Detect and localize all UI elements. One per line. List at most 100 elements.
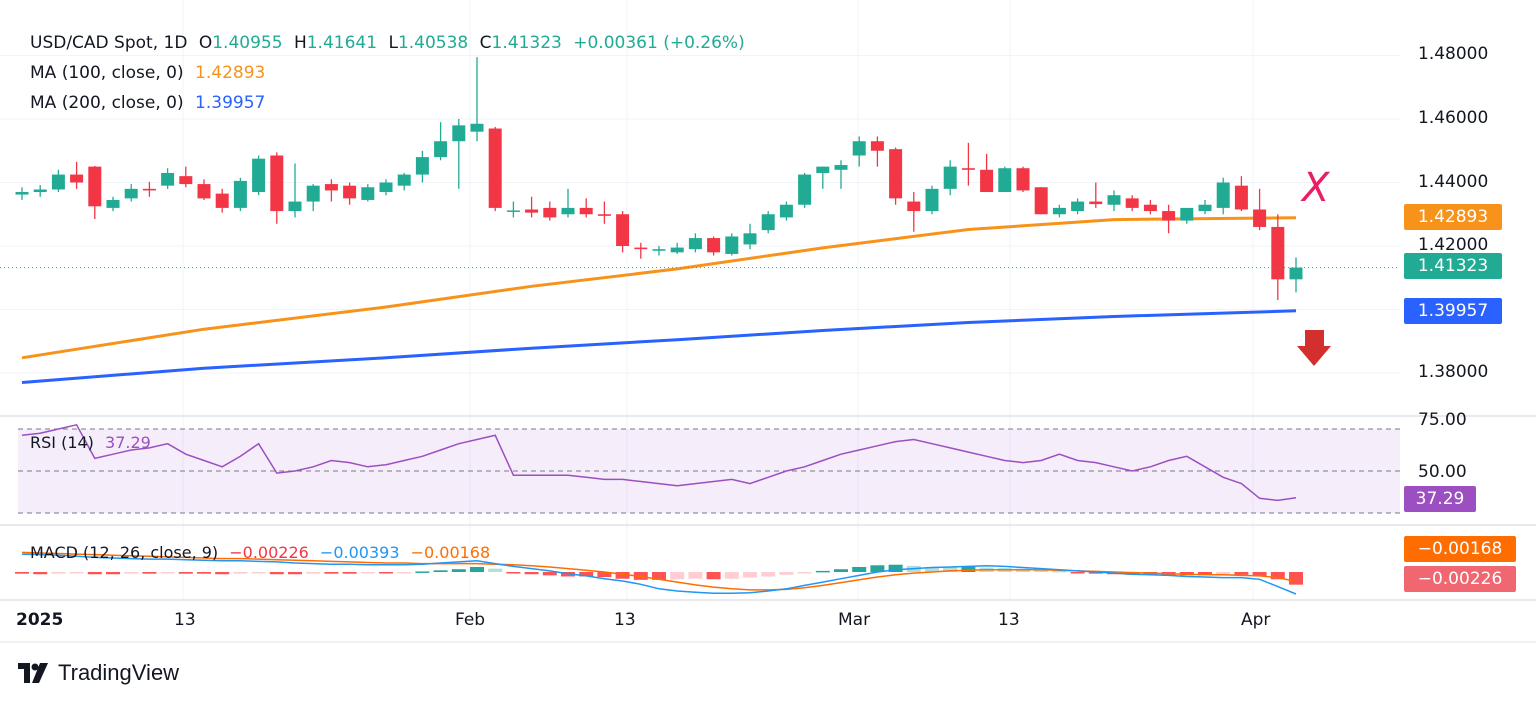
candle-body (543, 207, 557, 218)
candle-body (816, 166, 830, 173)
ma100-price-tag: 1.42893 (1404, 204, 1502, 230)
rsi-band (18, 428, 1400, 514)
candle-body (452, 125, 466, 142)
candle-body (1107, 195, 1121, 205)
macd-histogram-bar (1216, 572, 1231, 575)
macd-legend[interactable]: MACD (12, 26, close, 9) −0.00226 −0.0039… (30, 543, 496, 562)
candle-body (834, 165, 848, 170)
candle-body (707, 238, 721, 253)
macd-histogram-bar (397, 572, 412, 574)
macd-histogram-bar (870, 565, 885, 572)
macd-histogram-bar (451, 569, 466, 572)
date-tick: Feb (455, 610, 486, 630)
low-label: L (388, 33, 398, 53)
candle-body (1234, 185, 1248, 210)
candle-body (1198, 204, 1212, 212)
tradingview-brand[interactable]: TradingView (18, 660, 179, 686)
candle-body (1071, 201, 1085, 212)
candle-body (907, 201, 921, 212)
candle-body (616, 214, 630, 246)
candle-body (470, 123, 484, 132)
macd-histogram-bar (724, 572, 739, 579)
macd-histogram-bar (433, 570, 448, 572)
date-tick: 13 (998, 610, 1020, 630)
candle-body (124, 188, 138, 199)
macd-histogram-bar (706, 572, 721, 580)
candle-body (1089, 201, 1103, 205)
rsi-tick: 50.00 (1418, 462, 1467, 482)
rsi-tag: 37.29 (1404, 486, 1476, 512)
macd-histogram-bar (233, 572, 248, 574)
macd-histogram-bar (288, 572, 302, 575)
candle-body (506, 210, 520, 212)
candle-body (1052, 207, 1066, 215)
candle-body (288, 201, 302, 212)
annotations (1297, 330, 1331, 366)
candle-body (761, 214, 775, 231)
macd-histogram-bar (1052, 570, 1067, 573)
candle-body (142, 188, 156, 191)
candle-body (33, 189, 47, 193)
macd-histogram-bar (251, 572, 266, 574)
candles (15, 57, 1303, 300)
price-tick: 1.46000 (1418, 108, 1489, 128)
candle-body (415, 157, 429, 175)
macd-histogram-bar (142, 572, 157, 574)
ma100-value: 1.42893 (195, 63, 266, 83)
macd-histogram-bar (888, 564, 903, 572)
candle-body (252, 158, 266, 193)
candle-body (670, 247, 684, 253)
candle-body (1253, 209, 1267, 227)
candle-body (361, 187, 375, 200)
macd-histogram-bar (178, 572, 193, 574)
macd-histogram-bar (597, 572, 612, 578)
candle-body (161, 172, 175, 186)
macd-line (21, 553, 1297, 595)
candle-body (233, 180, 247, 208)
ma100-line-group (21, 216, 1297, 360)
macd-histogram-bar (470, 566, 484, 572)
macd-histogram-bar (324, 572, 339, 574)
open-label: O (198, 33, 213, 53)
candle-body (652, 249, 666, 251)
ma200-price-tag: 1.39957 (1404, 298, 1502, 324)
x-mark-annotation: X (1302, 165, 1330, 211)
close-block: C1.41323 (480, 33, 562, 53)
candle-body (561, 207, 575, 215)
legend-ma200[interactable]: MA (200, close, 0) 1.39957 (30, 93, 271, 113)
candle-body (1125, 198, 1139, 208)
macd-histogram-bar (379, 572, 393, 574)
legend-main: USD/CAD Spot, 1D O1.40955 H1.41641 L1.40… (30, 33, 751, 53)
macd-histogram-bar (834, 569, 848, 572)
legend-ma100[interactable]: MA (100, close, 0) 1.42893 (30, 63, 271, 83)
macd-histogram-bar (15, 572, 29, 574)
candle-body (270, 155, 284, 212)
macd-histogram-bar (1034, 569, 1049, 572)
rsi-legend[interactable]: RSI (14) 37.29 (30, 433, 157, 452)
rsi-line-group (21, 423, 1297, 502)
date-tick: 13 (174, 610, 196, 630)
macd-histogram-bar (1289, 572, 1303, 585)
price-tick: 1.48000 (1418, 44, 1489, 64)
candle-body (197, 184, 211, 199)
candle-body (779, 204, 793, 218)
tradingview-logo-icon (18, 663, 48, 683)
candle-body (179, 176, 193, 185)
ma100-line (21, 216, 1297, 360)
macd-histogram-bar (943, 567, 958, 572)
candle-body (1180, 207, 1194, 221)
rsi-band-fill (18, 429, 1400, 513)
macd-histogram-bar (306, 572, 321, 574)
macd-histogram-bar (87, 572, 102, 575)
candle-body (70, 174, 84, 183)
candle-body (743, 233, 757, 245)
candle-body (397, 174, 411, 186)
macd-group (15, 551, 1303, 595)
candle-body (579, 207, 593, 215)
rsi-value: 37.29 (105, 433, 151, 452)
macd-histogram-bar (160, 572, 175, 574)
candle-body (688, 238, 702, 250)
macd-histogram-bar (1198, 572, 1212, 576)
low-block: L1.40538 (388, 33, 468, 53)
